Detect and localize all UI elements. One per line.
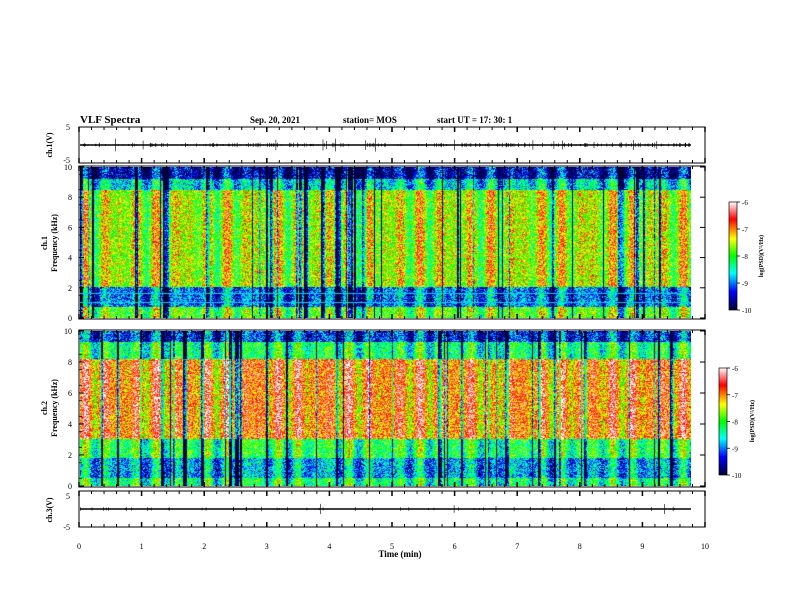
freq-tick-label: 6 <box>68 389 72 398</box>
freq-tick-label: 0 <box>68 482 72 491</box>
ch1-colorbar-label: log(PSD)(V²/Hz) <box>758 235 765 277</box>
ch1-colorbar-ticks: -6 -7 -8 -9 -10 <box>737 199 752 315</box>
colorbar-tick-label: -10 <box>732 472 742 480</box>
time-tick-label: 9 <box>640 542 644 551</box>
colorbar-tick-label: -6 <box>732 365 738 373</box>
ch1-spectrogram-ylabel-frequency: Frequency (kHz) <box>50 214 59 272</box>
date-label: Sep. 20, 2021 <box>250 115 301 125</box>
waveform-spikes <box>82 138 690 152</box>
ch1-ytick-bottom: -5 <box>63 156 70 165</box>
ch2-spectrogram-image <box>80 331 691 486</box>
ch2-spectrogram-ylabel-channel: ch.2 <box>40 401 49 415</box>
time-tick-label: 4 <box>327 542 331 551</box>
freq-tick-label: 4 <box>68 420 72 429</box>
ch1-spectrogram-ylabel-channel: ch.1 <box>40 236 49 250</box>
ch1-spectrogram-panel: 0 2 4 6 8 10 ch.1 Frequency (kHz) <box>40 163 706 323</box>
freq-tick-label: 0 <box>68 314 72 323</box>
colorbar-tick-label: -7 <box>742 226 748 234</box>
time-tick-label: 10 <box>701 542 709 551</box>
waveform-spikes <box>80 503 675 515</box>
start-time-label: start UT = 17: 30: 1 <box>437 115 513 125</box>
ch1-colorbar-scale <box>728 201 738 311</box>
colorbar-tick-label: -9 <box>742 280 748 288</box>
colorbar-tick-label: -6 <box>742 199 748 207</box>
figure-title: VLF Spectra <box>80 114 141 126</box>
ch2-freq-ticks: 0 2 4 6 8 10 <box>64 327 705 491</box>
freq-tick-label: 8 <box>68 193 72 202</box>
colorbar-tick-label: -9 <box>732 445 738 453</box>
time-tick-label: 0 <box>77 542 81 551</box>
time-tick-label: 2 <box>202 542 206 551</box>
time-tick-label: 7 <box>515 542 519 551</box>
time-tick-label: 8 <box>578 542 582 551</box>
ch3-waveform-panel: 5 -5 ch.3(V) <box>45 490 706 532</box>
colorbar-tick-label: -8 <box>742 253 748 261</box>
ch3-waveform-trace <box>80 503 691 515</box>
freq-tick-label: 10 <box>64 327 72 336</box>
colorbar-tick-label: -10 <box>742 307 752 315</box>
time-tick-label: 5 <box>390 542 394 551</box>
freq-tick-label: 6 <box>68 223 72 232</box>
ch2-colorbar-scale <box>718 367 728 476</box>
ch2-colorbar-ticks: -6 -7 -8 -9 -10 <box>727 365 742 480</box>
ch1-freq-ticks: 0 2 4 6 8 10 <box>64 163 705 323</box>
time-axis-label: Time (min) <box>378 549 421 559</box>
ch1-colorbar: -6 -7 -8 -9 -10 log(PSD)(V²/Hz) <box>728 199 765 315</box>
time-tick-label: 6 <box>453 542 457 551</box>
ch1-ytick-top: 5 <box>66 123 70 132</box>
ch2-colorbar: -6 -7 -8 -9 -10 log(PSD)(V²/Hz) <box>718 365 756 480</box>
station-label: station= MOS <box>343 115 397 125</box>
ch2-colorbar-label: log(PSD)(V²/Hz) <box>749 400 756 442</box>
ch3-waveform-ylabel: ch.3(V) <box>45 497 54 522</box>
ch3-ytick-bottom: -5 <box>63 523 70 532</box>
ch1-waveform-panel: 5 -5 ch.1(V) <box>45 123 706 165</box>
ch1-spectrogram-image <box>80 167 691 318</box>
freq-tick-label: 2 <box>68 451 72 460</box>
ch3-ytick-top: 5 <box>66 492 70 501</box>
ch1-waveform-trace <box>80 138 691 152</box>
colorbar-tick-label: -8 <box>732 419 738 427</box>
freq-tick-label: 8 <box>68 358 72 367</box>
freq-tick-label: 2 <box>68 284 72 293</box>
time-tick-label: 1 <box>140 542 144 551</box>
freq-tick-label: 10 <box>64 163 72 172</box>
ch2-spectrogram-panel: 0 2 4 6 8 10 ch.2 Frequency (kHz) <box>40 327 706 491</box>
time-axis: 0 1 2 3 4 5 6 7 8 9 10 <box>77 127 709 551</box>
colorbar-tick-label: -7 <box>732 392 738 400</box>
time-tick-label: 3 <box>265 542 269 551</box>
freq-tick-label: 4 <box>68 254 72 263</box>
ch1-waveform-ylabel: ch.1(V) <box>45 132 54 157</box>
ch2-spectrogram-ylabel-frequency: Frequency (kHz) <box>50 379 59 437</box>
